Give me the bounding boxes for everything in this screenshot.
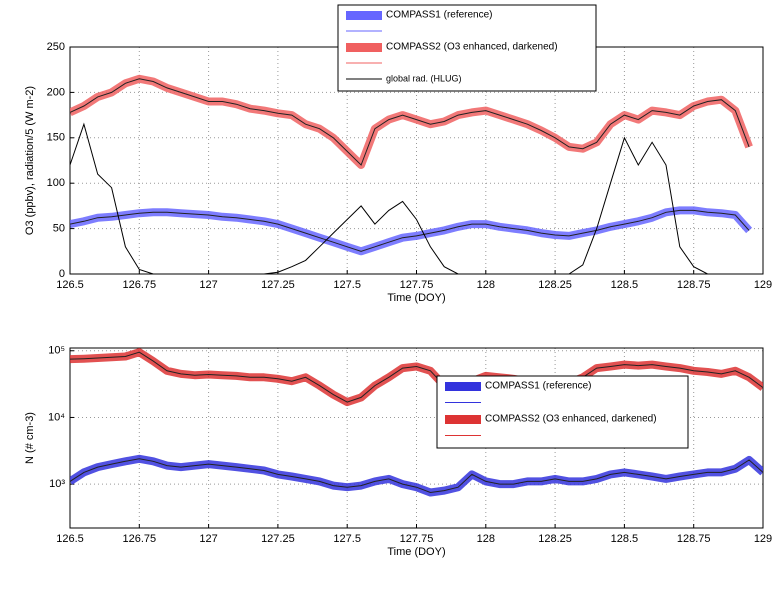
x-tick-label: 126.75	[122, 279, 156, 291]
legend-label: COMPASS1 (reference)	[386, 10, 493, 21]
x-tick-label: 128	[477, 279, 495, 291]
x-tick-label: 126.75	[122, 533, 156, 545]
y-tick-label: 200	[47, 86, 65, 98]
x-axis-label: Time (DOY)	[387, 546, 445, 558]
y-axis-label: O3 (ppbv), radiation/5 (W m-2)	[24, 86, 36, 235]
x-tick-label: 128	[477, 533, 495, 545]
series-line	[70, 122, 750, 274]
legend-swatch	[346, 43, 382, 52]
x-tick-label: 128.5	[611, 279, 639, 291]
legend-label: COMPASS1 (reference)	[485, 381, 592, 392]
x-tick-label: 127.5	[333, 533, 361, 545]
x-tick-label: 128.25	[538, 279, 572, 291]
series-line	[70, 458, 763, 494]
x-tick-label: 129	[754, 533, 772, 545]
series-line	[70, 209, 750, 252]
series-line	[70, 78, 750, 166]
plot-frame	[69, 347, 764, 529]
y-axis-label: N (# cm-3)	[24, 412, 36, 464]
y-tick-label: 10⁵	[48, 345, 65, 357]
x-tick-label: 127.75	[400, 279, 434, 291]
y-tick-label: 50	[53, 223, 65, 235]
x-tick-label: 128.75	[677, 279, 711, 291]
legend-label: COMPASS2 (O3 enhanced, darkened)	[386, 42, 558, 53]
x-tick-label: 127.25	[261, 279, 295, 291]
y-tick-label: 250	[47, 41, 65, 53]
legend-swatch	[445, 382, 481, 391]
series-band	[70, 74, 753, 169]
x-tick-label: 126.5	[56, 533, 84, 545]
x-tick-label: 127.5	[333, 279, 361, 291]
x-tick-label: 127	[199, 279, 217, 291]
x-tick-label: 126.5	[56, 279, 84, 291]
x-tick-label: 127.25	[261, 533, 295, 545]
legend-swatch	[445, 415, 481, 424]
legend-swatch	[346, 11, 382, 20]
series-band	[70, 206, 753, 256]
y-tick-label: 10³	[49, 478, 65, 490]
legend-label: COMPASS2 (O3 enhanced, darkened)	[485, 414, 657, 425]
y-tick-label: 150	[47, 132, 65, 144]
y-tick-label: 0	[59, 268, 65, 280]
legend-label: global rad. (HLUG)	[386, 73, 462, 83]
series-line	[70, 351, 763, 403]
x-tick-label: 129	[754, 279, 772, 291]
y-tick-label: 10⁴	[48, 411, 65, 423]
x-tick-label: 127.75	[400, 533, 434, 545]
x-tick-label: 127	[199, 533, 217, 545]
y-tick-label: 100	[47, 177, 65, 189]
x-tick-label: 128.75	[677, 533, 711, 545]
x-tick-label: 128.5	[611, 533, 639, 545]
x-axis-label: Time (DOY)	[387, 292, 445, 304]
x-tick-label: 128.25	[538, 533, 572, 545]
